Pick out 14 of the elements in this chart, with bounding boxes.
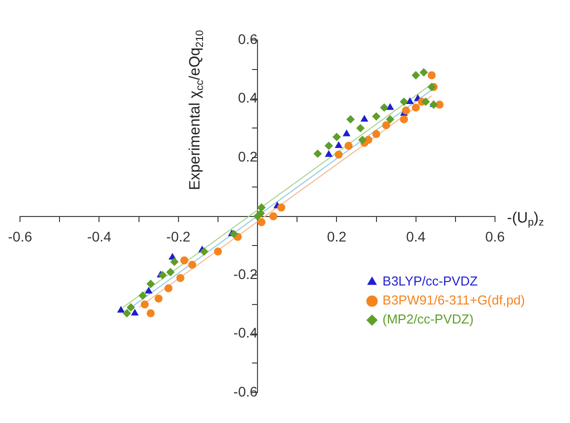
x-tick-label: 0.4 [406, 228, 426, 245]
x-tick-label: -0.6 [8, 228, 32, 245]
legend-label: B3PW91/6-311+G(df,pd) [382, 292, 526, 308]
y-tick-label: -0.6 [233, 383, 258, 400]
y-tick-label: -0.2 [233, 266, 258, 282]
x-tick-label: -0.4 [87, 228, 112, 245]
y-tick-label: 0.6 [238, 30, 258, 47]
y-axis-title: Experimental χcc/eQq210 [186, 30, 206, 190]
legend-label: B3LYP/cc-PVDZ [382, 274, 478, 289]
y-tick-label: 0.2 [238, 148, 258, 164]
x-tick-label: -0.2 [166, 228, 191, 245]
x-tick-label: 0.2 [326, 228, 347, 245]
x-tick-label: 0.6 [485, 228, 505, 245]
legend-label: (MP2/cc-PVDZ) [382, 312, 474, 327]
